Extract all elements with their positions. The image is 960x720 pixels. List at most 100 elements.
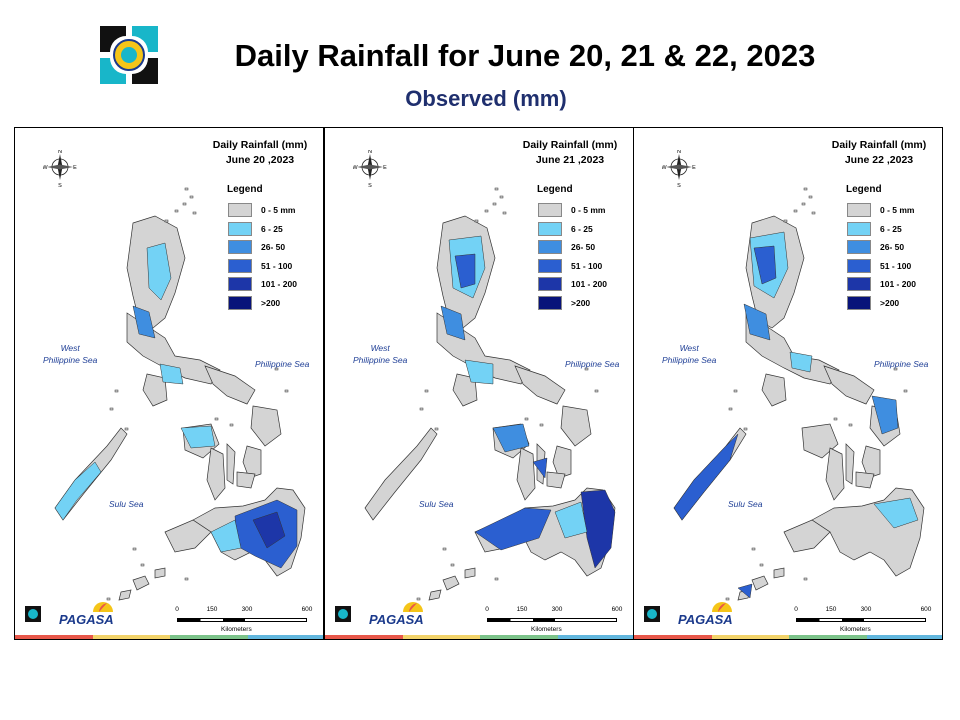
sea-label-west-philippine-sea: West Philippine Sea [662,343,717,365]
compass-label: N [677,150,681,155]
legend-item: >200 [227,294,317,313]
islet [801,202,806,206]
land-region [204,365,256,405]
sea-label-philippine-sea: Philippine Sea [874,359,929,369]
scale-tick: 300 [551,606,563,613]
legend: Legend 0 - 5 mm 6 - 25 26- 50 51 - 100 101 - … [227,184,317,312]
panel-heading: Daily Rainfall (mm) [831,139,927,151]
rainfall-zone [554,501,588,539]
legend-title: Legend [227,184,263,195]
land-region [783,519,831,553]
islet [284,389,289,393]
legend-label: 0 - 5 mm [571,205,606,216]
islet [728,407,733,411]
land-region [560,405,592,447]
legend-item: 6 - 25 [537,220,627,239]
rainfall-zone [132,305,156,339]
compass-label: E [692,165,696,171]
scale-tick: 300 [241,606,253,613]
islet [893,367,898,371]
rainfall-zone [673,433,739,521]
islet [416,597,421,601]
scale-tick: 300 [860,606,872,613]
islet [182,202,187,206]
rainfall-map [54,187,306,611]
rainfall-zone [440,305,466,341]
panel-date: June 21 ,2023 [535,154,605,166]
legend-swatch [847,277,871,292]
legend-item: 0 - 5 mm [227,201,317,220]
legend-item: >200 [537,294,627,313]
panel-date: June 22 ,2023 [844,154,914,166]
scale-tick: 0 [175,606,179,613]
sea-label-philippine-sea: Philippine Sea [565,359,620,369]
scale-tick: 0 [485,606,489,613]
compass-label: S [58,183,62,189]
rainfall-zone [464,359,494,385]
legend-item: 6 - 25 [227,220,317,239]
legend-label: 6 - 25 [880,223,902,234]
rainfall-zone [871,395,899,435]
land-region [242,445,262,479]
compass-label: S [368,183,372,189]
legend: Legend 0 - 5 mm 6 - 25 26- 50 51 - 100 101 - … [846,184,936,312]
legend-label: 101 - 200 [880,279,916,290]
scale-tick: 150 [206,606,218,613]
legend-label: 101 - 200 [571,279,607,290]
islet [539,423,544,427]
pagasa-logo [335,602,423,622]
land-region [861,445,881,479]
islet [848,423,853,427]
panel-title: Daily Rainfall (mm) June 20 ,2023 [200,138,320,168]
rainfall-zone [454,253,476,289]
legend-item: 101 - 200 [537,275,627,294]
islet [783,219,788,223]
land-region [226,443,236,485]
land-region [442,575,460,591]
islet [274,367,279,371]
islet [164,219,169,223]
islet [733,389,738,393]
islet [174,209,179,213]
rainfall-zone [743,303,771,341]
islet [803,577,808,581]
panel-heading: Daily Rainfall (mm) [522,139,618,151]
pagasa-logo [25,602,113,622]
legend-item: 0 - 5 mm [537,201,627,220]
scale-bar: 0 150 300 600 Kilometers [784,606,934,638]
islet [474,219,479,223]
scale-tick: 600 [301,606,313,613]
islet [450,563,455,567]
islet [808,195,813,199]
rainfall-zone [252,511,286,549]
rainfall-zone [737,583,753,599]
islet [494,577,499,581]
land-region [546,471,566,489]
legend-swatch [538,240,562,255]
legend-title: Legend [846,184,882,195]
land-region [552,445,572,479]
legend-swatch [228,277,252,292]
dost-pagasa-logo [96,22,162,88]
legend-label: 26- 50 [571,242,596,253]
rainfall-zone [580,489,616,569]
land-region [751,575,769,591]
legend-item: 51 - 100 [537,257,627,276]
rainfall-zone [210,519,242,553]
land-region [154,567,166,579]
sea-label-sulu-sea: Sulu Sea [419,499,454,509]
panel-date: June 20 ,2023 [225,154,295,166]
legend-label: 26- 50 [880,242,905,253]
legend-label: 0 - 5 mm [261,205,296,216]
legend-item: 26- 50 [846,238,936,257]
legend-swatch [538,295,562,310]
islet [524,417,529,421]
scale-bar: 0 150 300 600 Kilometers [165,606,315,638]
pagasa-wordmark: PAGASA [369,612,424,627]
rainfall-map-panel-june-22: Daily Rainfall (mm) June 22 ,2023 N S W E Lege… [633,127,943,640]
scale-tick: 0 [794,606,798,613]
color-stripe [325,635,633,639]
scale-unit: Kilometers [840,626,871,633]
islet [106,597,111,601]
islet [419,407,424,411]
